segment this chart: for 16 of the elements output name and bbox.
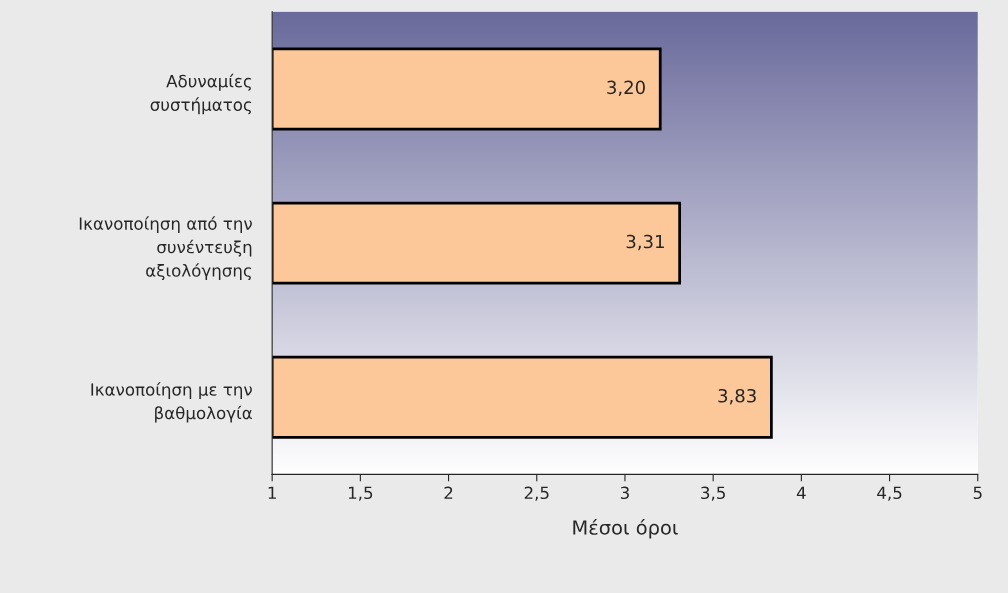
x-tick-label: 2 [444, 486, 453, 499]
x-tick-label: 3 [620, 486, 629, 500]
x-axis-title: Μέσοι όροι [573, 519, 678, 539]
y-tick-label: Ικανοποίηση από την συνέντευξη αξιολόγησης [79, 216, 252, 281]
x-tick-label: 1 [268, 486, 276, 499]
x-tick-label: 5 [973, 486, 982, 500]
x-tick-label: 4,5 [877, 486, 902, 501]
data-label: 3,31 [626, 234, 664, 251]
x-tick-label: 4 [796, 486, 806, 499]
x-tick-label: 1,5 [348, 486, 373, 501]
x-tick-label: 2,5 [524, 486, 549, 501]
x-tick-label: 3,5 [701, 486, 725, 501]
y-tick-label: Αδυναμίες συστήματος [150, 73, 252, 115]
data-label: 3,20 [607, 80, 645, 97]
data-label: 3,83 [718, 388, 756, 405]
y-tick-label: Ικανοποίηση με την βαθμολογία [91, 382, 252, 423]
